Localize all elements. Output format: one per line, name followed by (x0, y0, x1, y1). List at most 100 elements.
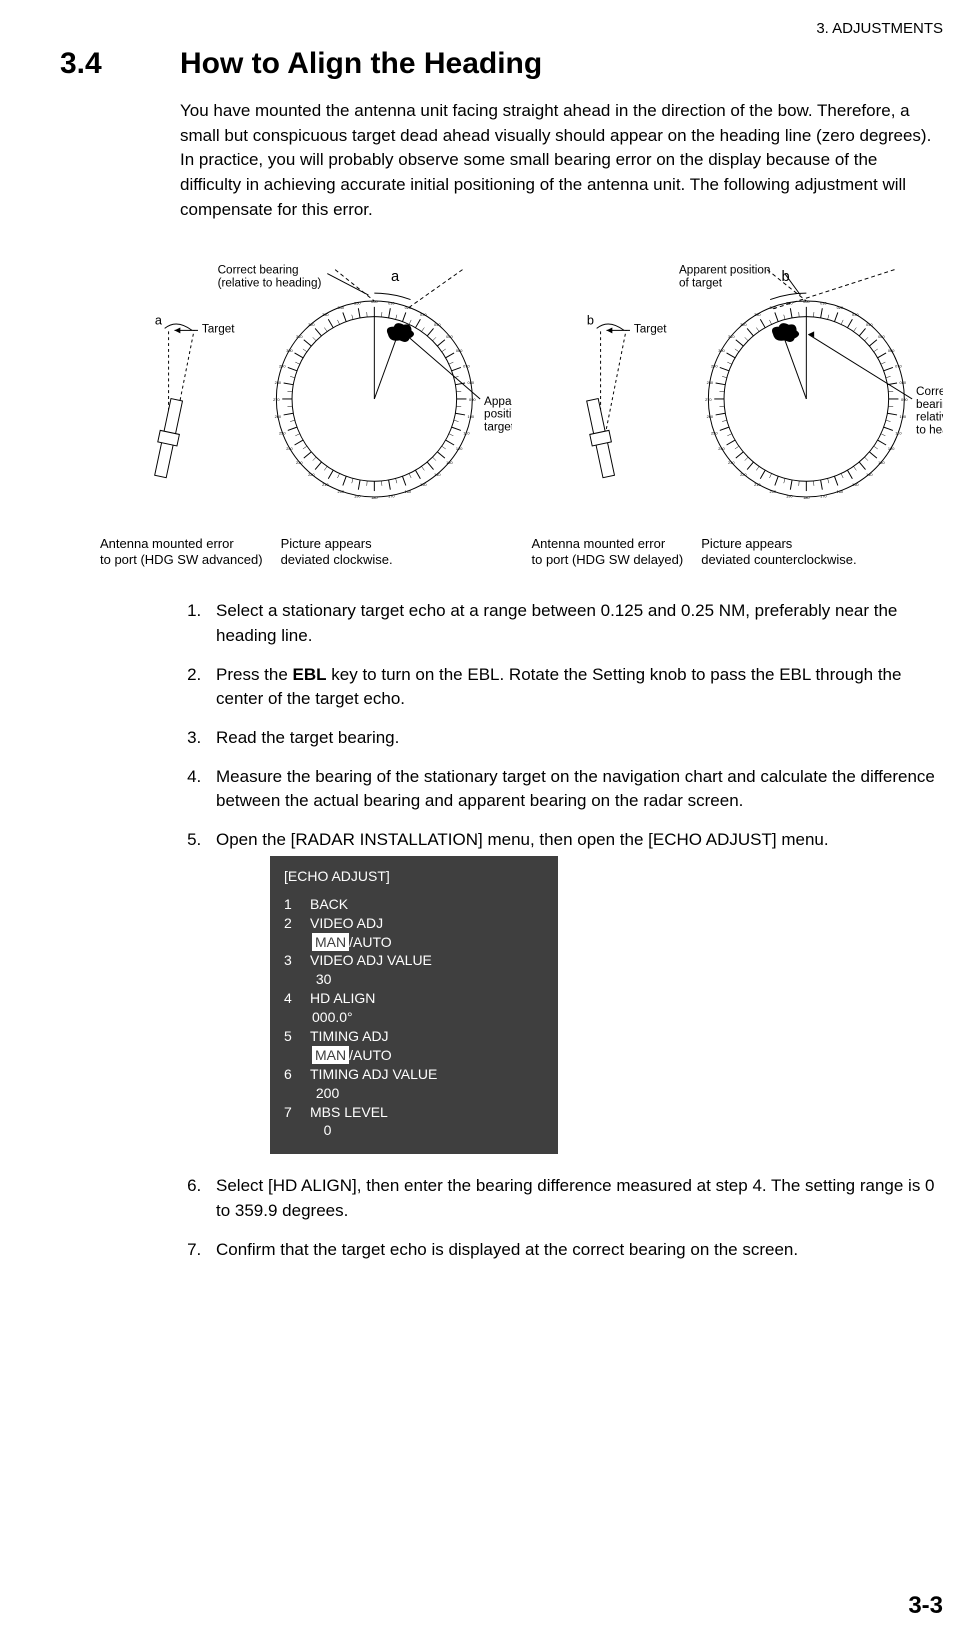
svg-text:290: 290 (279, 364, 286, 369)
svg-text:020: 020 (836, 305, 843, 310)
step-6: Select [HD ALIGN], then enter the bearin… (206, 1174, 943, 1223)
svg-text:050: 050 (878, 334, 885, 339)
svg-text:000: 000 (371, 299, 378, 304)
svg-text:030: 030 (852, 312, 859, 317)
svg-text:180: 180 (803, 495, 810, 500)
svg-text:320: 320 (740, 322, 747, 327)
svg-text:140: 140 (866, 472, 873, 477)
step-2: Press the EBL key to turn on the EBL. Ro… (206, 663, 943, 712)
svg-text:150: 150 (420, 482, 427, 487)
section-number: 3.4 (60, 47, 180, 81)
svg-text:280: 280 (275, 380, 282, 385)
running-header: 3. ADJUSTMENTS (60, 20, 943, 37)
svg-text:030: 030 (420, 312, 427, 317)
svg-text:160: 160 (836, 489, 843, 494)
svg-text:270: 270 (705, 397, 712, 402)
svg-text:260: 260 (275, 414, 282, 419)
svg-text:230: 230 (296, 460, 303, 465)
svg-text:Apparent positionof target: Apparent positionof target (678, 264, 769, 290)
svg-text:350: 350 (354, 301, 361, 306)
svg-text:210: 210 (322, 482, 329, 487)
svg-text:310: 310 (296, 334, 303, 339)
svg-text:130: 130 (446, 460, 453, 465)
svg-text:310: 310 (728, 334, 735, 339)
svg-text:010: 010 (388, 301, 395, 306)
caption-left-a: Antenna mounted errorto port (HDG SW adv… (100, 536, 263, 570)
svg-text:110: 110 (463, 431, 470, 436)
step-7: Confirm that the target echo is displaye… (206, 1238, 943, 1263)
svg-text:330: 330 (322, 312, 329, 317)
svg-text:Target: Target (202, 323, 235, 336)
intro-paragraph: You have mounted the antenna unit facing… (180, 99, 943, 222)
step-3: Read the target bearing. (206, 726, 943, 751)
svg-text:100: 100 (899, 414, 906, 419)
svg-text:210: 210 (754, 482, 761, 487)
svg-text:230: 230 (728, 460, 735, 465)
svg-text:240: 240 (286, 446, 293, 451)
svg-text:320: 320 (308, 322, 315, 327)
section-title-text: How to Align the Heading (180, 47, 542, 80)
svg-text:080: 080 (468, 380, 475, 385)
svg-text:Correct bearing(relative to he: Correct bearing(relative to heading) (218, 264, 322, 290)
svg-text:170: 170 (820, 494, 827, 499)
svg-text:070: 070 (895, 364, 902, 369)
svg-text:Target: Target (633, 323, 666, 336)
caption-right-a: Antenna mounted errorto port (HDG SW del… (532, 536, 684, 570)
svg-text:000: 000 (803, 299, 810, 304)
step-1: Select a stationary target echo at a ran… (206, 599, 943, 648)
svg-text:250: 250 (711, 431, 718, 436)
svg-text:010: 010 (820, 301, 827, 306)
echo-adjust-menu: [ECHO ADJUST]1BACK2VIDEO ADJMAN/AUTO3VID… (270, 856, 558, 1154)
svg-text:340: 340 (338, 305, 345, 310)
svg-text:090: 090 (901, 397, 908, 402)
step-list: Select a stationary target echo at a ran… (180, 599, 943, 1262)
svg-text:070: 070 (463, 364, 470, 369)
svg-text:170: 170 (388, 494, 395, 499)
svg-text:220: 220 (308, 472, 315, 477)
svg-text:130: 130 (878, 460, 885, 465)
svg-text:080: 080 (899, 380, 906, 385)
svg-text:190: 190 (786, 494, 793, 499)
svg-text:200: 200 (338, 489, 345, 494)
svg-text:150: 150 (852, 482, 859, 487)
figure-left: 0000100200300400500600700800901001101201… (100, 252, 512, 569)
svg-text:200: 200 (769, 489, 776, 494)
svg-text:180: 180 (371, 495, 378, 500)
svg-text:a: a (391, 269, 400, 285)
svg-text:240: 240 (718, 446, 725, 451)
svg-text:260: 260 (706, 414, 713, 419)
figure-row: 000 010 020 030 040 050 060 070 080 090 100 110 120 1… (100, 252, 943, 569)
svg-text:120: 120 (456, 446, 463, 451)
svg-text:120: 120 (887, 446, 894, 451)
step-5: Open the [RADAR INSTALLATION] menu, then… (206, 828, 943, 1155)
svg-text:160: 160 (405, 489, 412, 494)
svg-text:100: 100 (468, 414, 475, 419)
svg-text:300: 300 (718, 348, 725, 353)
svg-text:340: 340 (769, 305, 776, 310)
svg-text:140: 140 (434, 472, 441, 477)
diagram-right: 000 010 020 030 040 050 060 070 080 090 100 110 120 1… (532, 252, 944, 526)
svg-text:190: 190 (354, 494, 361, 499)
caption-right-b: Picture appearsdeviated counterclockwise… (701, 536, 856, 570)
svg-text:110: 110 (895, 431, 902, 436)
section-heading: 3.4How to Align the Heading (60, 47, 943, 81)
svg-text:060: 060 (456, 348, 463, 353)
svg-text:040: 040 (434, 322, 441, 327)
svg-text:280: 280 (706, 380, 713, 385)
svg-text:330: 330 (754, 312, 761, 317)
svg-text:220: 220 (740, 472, 747, 477)
page-number: 3-3 (908, 1592, 943, 1620)
svg-text:060: 060 (887, 348, 894, 353)
svg-text:040: 040 (866, 322, 873, 327)
svg-text:Correctbearingrelativeto headi: Correctbearingrelativeto heading (916, 385, 943, 436)
svg-text:Apparentposition oftarget: Apparentposition oftarget (484, 395, 511, 433)
svg-text:b: b (586, 313, 593, 328)
menu-title: [ECHO ADJUST] (284, 866, 544, 886)
figure-right: 000 010 020 030 040 050 060 070 080 090 100 110 120 1… (532, 252, 944, 569)
step-4: Measure the bearing of the stationary ta… (206, 765, 943, 814)
svg-text:290: 290 (711, 364, 718, 369)
svg-text:b: b (781, 269, 789, 285)
svg-text:300: 300 (286, 348, 293, 353)
diagram-left: 0000100200300400500600700800901001101201… (100, 252, 512, 526)
caption-left-b: Picture appearsdeviated clockwise. (281, 536, 393, 570)
